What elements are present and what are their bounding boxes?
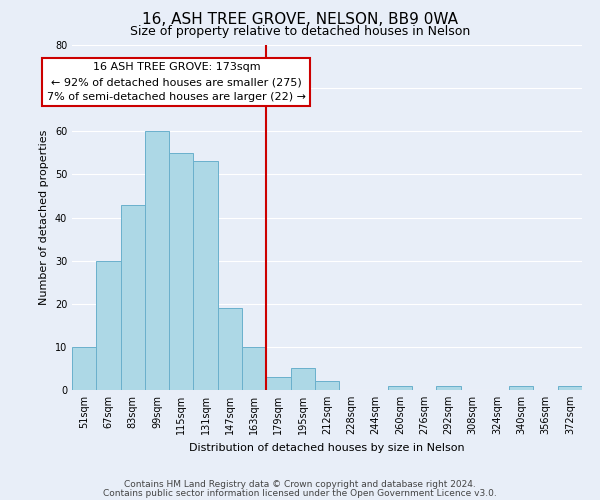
Bar <box>436 386 461 390</box>
Bar <box>242 347 266 390</box>
Text: 16 ASH TREE GROVE: 173sqm
← 92% of detached houses are smaller (275)
7% of semi-: 16 ASH TREE GROVE: 173sqm ← 92% of detac… <box>47 62 306 102</box>
X-axis label: Distribution of detached houses by size in Nelson: Distribution of detached houses by size … <box>189 442 465 452</box>
Text: 16, ASH TREE GROVE, NELSON, BB9 0WA: 16, ASH TREE GROVE, NELSON, BB9 0WA <box>142 12 458 28</box>
Bar <box>193 162 218 390</box>
Y-axis label: Number of detached properties: Number of detached properties <box>39 130 49 305</box>
Text: Contains public sector information licensed under the Open Government Licence v3: Contains public sector information licen… <box>103 488 497 498</box>
Bar <box>558 386 582 390</box>
Bar <box>169 153 193 390</box>
Text: Size of property relative to detached houses in Nelson: Size of property relative to detached ho… <box>130 25 470 38</box>
Bar <box>266 377 290 390</box>
Bar <box>218 308 242 390</box>
Bar <box>145 131 169 390</box>
Text: Contains HM Land Registry data © Crown copyright and database right 2024.: Contains HM Land Registry data © Crown c… <box>124 480 476 489</box>
Bar <box>96 260 121 390</box>
Bar <box>388 386 412 390</box>
Bar <box>509 386 533 390</box>
Bar <box>121 204 145 390</box>
Bar <box>315 382 339 390</box>
Bar <box>290 368 315 390</box>
Bar <box>72 347 96 390</box>
